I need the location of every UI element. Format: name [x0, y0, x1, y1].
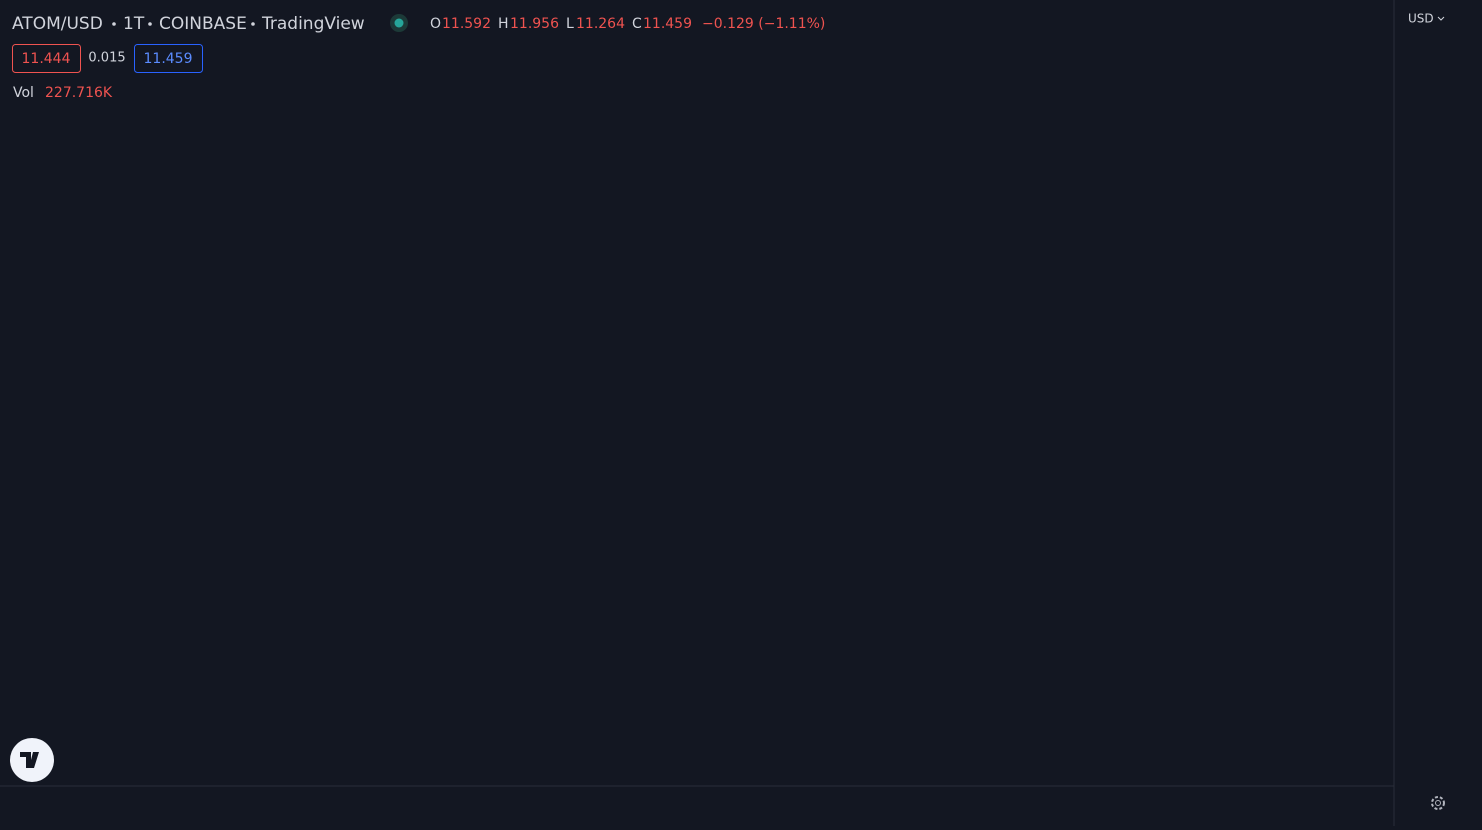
volume-value: 227.716K — [45, 85, 113, 101]
gear-center — [1435, 800, 1441, 806]
ohlc-value: 11.592 — [442, 16, 491, 32]
change: −0.129 (−1.11%) — [702, 16, 825, 32]
separator — [148, 22, 152, 26]
ohlc-label: O — [430, 16, 441, 32]
ask: 11.459 — [144, 51, 193, 67]
ohlc-value: 11.264 — [576, 16, 625, 32]
logo-mark — [20, 752, 39, 768]
volume-label: Vol — [13, 85, 34, 101]
interval: 1T — [123, 14, 145, 34]
ask-box[interactable] — [134, 44, 203, 73]
exchange: COINBASE — [159, 14, 247, 34]
currency-menu[interactable]: USD — [1408, 12, 1434, 26]
settings-icon[interactable] — [1431, 796, 1445, 810]
ohlc-value: 11.956 — [510, 16, 559, 32]
symbol: ATOM/USD — [12, 14, 103, 34]
separator — [112, 22, 116, 26]
bid-box[interactable] — [12, 44, 81, 73]
gear — [1431, 796, 1445, 810]
dropdown-icon — [1437, 16, 1445, 21]
bid: 11.444 — [22, 51, 71, 67]
separator — [251, 22, 255, 26]
header: ATOM/USD 1T COINBASE TradingView O 11.59… — [12, 14, 825, 101]
ohlc-label: C — [632, 16, 642, 32]
ohlc-label: L — [566, 16, 574, 32]
ohlc-value: 11.459 — [643, 16, 692, 32]
source: TradingView — [261, 14, 365, 34]
spread: 0.015 — [88, 51, 125, 66]
ohlc-label: H — [498, 16, 509, 32]
status-dot — [394, 18, 404, 28]
